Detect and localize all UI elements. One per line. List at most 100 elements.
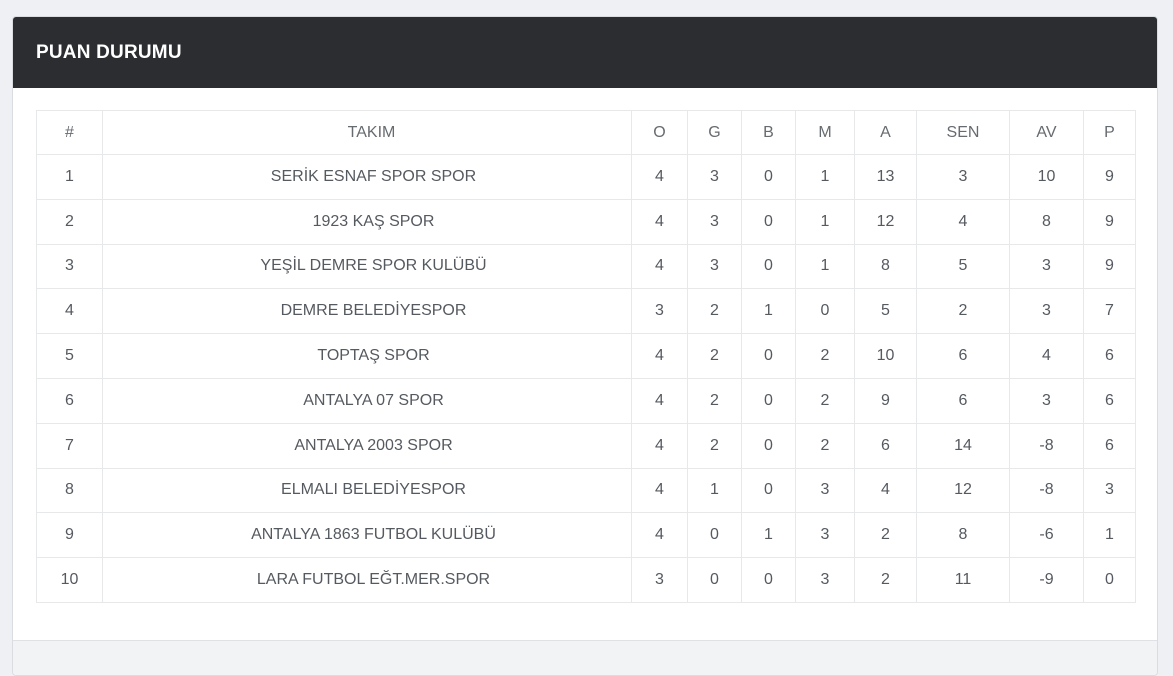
cell-team[interactable]: 1923 KAŞ SPOR	[102, 198, 632, 245]
cell-lost: 3	[795, 467, 855, 514]
cell-rank: 1	[36, 154, 103, 200]
cell-lost: 1	[795, 243, 855, 290]
header-rank[interactable]: #	[36, 110, 103, 155]
cell-points: 9	[1083, 198, 1136, 245]
header-goals-for[interactable]: A	[854, 110, 917, 155]
header-played[interactable]: O	[631, 110, 688, 155]
cell-rank: 6	[36, 377, 103, 424]
cell-goals-against: 5	[916, 243, 1010, 290]
header-drawn[interactable]: B	[741, 110, 796, 155]
cell-points: 6	[1083, 333, 1136, 379]
cell-rank: 8	[36, 467, 103, 514]
cell-played: 4	[631, 377, 688, 424]
cell-drawn: 0	[741, 377, 796, 424]
cell-goals-against: 2	[916, 288, 1010, 335]
table-row[interactable]: 3 YEŞİL DEMRE SPOR KULÜBÜ 4 3 0 1 8 5 3 9	[36, 243, 1136, 290]
cell-lost: 1	[795, 198, 855, 245]
cell-goals-for: 4	[854, 467, 917, 514]
cell-team[interactable]: DEMRE BELEDİYESPOR	[102, 288, 632, 335]
cell-rank: 10	[36, 557, 103, 603]
cell-played: 4	[631, 422, 688, 469]
cell-drawn: 0	[741, 154, 796, 200]
header-goals-against[interactable]: SEN	[916, 110, 1010, 155]
cell-team[interactable]: TOPTAŞ SPOR	[102, 333, 632, 379]
cell-goals-for: 13	[854, 154, 917, 200]
cell-lost: 0	[795, 288, 855, 335]
cell-goal-diff: 8	[1009, 198, 1084, 245]
cell-played: 4	[631, 333, 688, 379]
cell-team[interactable]: YEŞİL DEMRE SPOR KULÜBÜ	[102, 243, 632, 290]
cell-goal-diff: 4	[1009, 333, 1084, 379]
standings-card: PUAN DURUMU # TAKIM O G B M A SEN	[12, 16, 1158, 676]
card-title: PUAN DURUMU	[36, 41, 182, 63]
table-row[interactable]: 9 ANTALYA 1863 FUTBOL KULÜBÜ 4 0 1 3 2 8 -6 1	[36, 512, 1136, 559]
cell-team[interactable]: ELMALI BELEDİYESPOR	[102, 467, 632, 514]
table-row[interactable]: 2 1923 KAŞ SPOR 4 3 0 1 12 4 8 9	[36, 198, 1136, 245]
cell-won: 0	[687, 557, 742, 603]
cell-goals-against: 11	[916, 557, 1010, 603]
cell-points: 0	[1083, 557, 1136, 603]
cell-rank: 7	[36, 422, 103, 469]
cell-won: 3	[687, 198, 742, 245]
cell-rank: 2	[36, 198, 103, 245]
cell-goals-for: 12	[854, 198, 917, 245]
cell-points: 3	[1083, 467, 1136, 514]
header-goal-diff[interactable]: AV	[1009, 110, 1084, 155]
cell-won: 2	[687, 333, 742, 379]
cell-won: 2	[687, 288, 742, 335]
cell-points: 1	[1083, 512, 1136, 559]
card-footer	[13, 640, 1157, 675]
cell-goals-for: 10	[854, 333, 917, 379]
cell-goals-against: 4	[916, 198, 1010, 245]
cell-points: 6	[1083, 377, 1136, 424]
table-row[interactable]: 1 SERİK ESNAF SPOR SPOR 4 3 0 1 13 3 10 9	[36, 154, 1136, 200]
cell-lost: 3	[795, 512, 855, 559]
cell-goal-diff: -8	[1009, 422, 1084, 469]
cell-drawn: 1	[741, 512, 796, 559]
table-row[interactable]: 5 TOPTAŞ SPOR 4 2 0 2 10 6 4 6	[36, 333, 1136, 379]
cell-team[interactable]: SERİK ESNAF SPOR SPOR	[102, 154, 632, 200]
cell-team[interactable]: ANTALYA 1863 FUTBOL KULÜBÜ	[102, 512, 632, 559]
cell-goal-diff: -6	[1009, 512, 1084, 559]
cell-won: 2	[687, 377, 742, 424]
cell-goals-for: 9	[854, 377, 917, 424]
table-header-row: # TAKIM O G B M A SEN AV P	[36, 110, 1136, 155]
cell-team[interactable]: ANTALYA 2003 SPOR	[102, 422, 632, 469]
table-row[interactable]: 4 DEMRE BELEDİYESPOR 3 2 1 0 5 2 3 7	[36, 288, 1136, 335]
standings-body: 1 SERİK ESNAF SPOR SPOR 4 3 0 1 13 3 10 9 2 1923 KA…	[36, 154, 1136, 603]
cell-drawn: 0	[741, 333, 796, 379]
cell-drawn: 0	[741, 198, 796, 245]
table-row[interactable]: 7 ANTALYA 2003 SPOR 4 2 0 2 6 14 -8 6	[36, 422, 1136, 469]
cell-rank: 5	[36, 333, 103, 379]
cell-points: 6	[1083, 422, 1136, 469]
cell-rank: 3	[36, 243, 103, 290]
header-points[interactable]: P	[1083, 110, 1136, 155]
cell-points: 7	[1083, 288, 1136, 335]
table-row[interactable]: 6 ANTALYA 07 SPOR 4 2 0 2 9 6 3 6	[36, 377, 1136, 424]
cell-won: 2	[687, 422, 742, 469]
cell-played: 4	[631, 198, 688, 245]
header-won[interactable]: G	[687, 110, 742, 155]
cell-goals-against: 8	[916, 512, 1010, 559]
cell-points: 9	[1083, 243, 1136, 290]
table-row[interactable]: 8 ELMALI BELEDİYESPOR 4 1 0 3 4 12 -8 3	[36, 467, 1136, 514]
cell-played: 3	[631, 288, 688, 335]
cell-lost: 2	[795, 422, 855, 469]
cell-goals-against: 6	[916, 377, 1010, 424]
cell-drawn: 0	[741, 243, 796, 290]
cell-drawn: 0	[741, 422, 796, 469]
standings-table: # TAKIM O G B M A SEN AV P 1 SERİK ESNAF …	[36, 110, 1136, 603]
cell-goals-for: 2	[854, 557, 917, 603]
table-row[interactable]: 10 LARA FUTBOL EĞT.MER.SPOR 3 0 0 3 2 11 -9 0	[36, 557, 1136, 603]
cell-won: 3	[687, 154, 742, 200]
cell-team[interactable]: LARA FUTBOL EĞT.MER.SPOR	[102, 557, 632, 603]
cell-lost: 1	[795, 154, 855, 200]
cell-drawn: 1	[741, 288, 796, 335]
cell-lost: 2	[795, 377, 855, 424]
cell-goals-for: 8	[854, 243, 917, 290]
header-team[interactable]: TAKIM	[102, 110, 632, 155]
cell-team[interactable]: ANTALYA 07 SPOR	[102, 377, 632, 424]
header-lost[interactable]: M	[795, 110, 855, 155]
cell-played: 4	[631, 154, 688, 200]
cell-lost: 3	[795, 557, 855, 603]
